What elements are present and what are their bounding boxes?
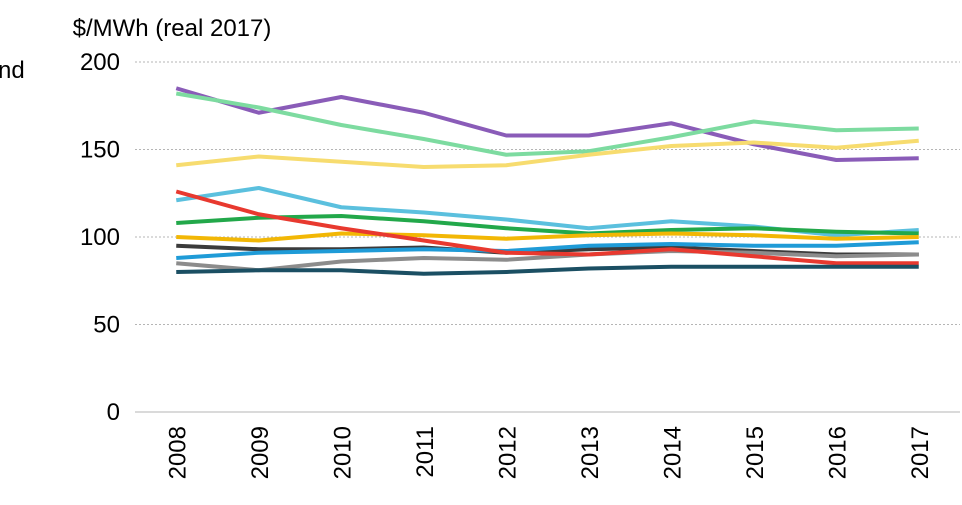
x-tick-label: 2017 xyxy=(907,426,934,479)
series-line xyxy=(176,214,919,236)
x-tick-label: 2013 xyxy=(577,426,604,479)
x-tick-label: 2014 xyxy=(659,426,686,479)
x-tick-label: 2011 xyxy=(412,426,439,478)
series-line xyxy=(175,186,919,238)
series-line xyxy=(176,231,919,243)
x-tick-label: 2012 xyxy=(494,426,521,479)
x-tick-label: 2015 xyxy=(742,426,769,479)
series-line xyxy=(175,189,919,266)
series-line xyxy=(175,91,919,157)
annotation: nd xyxy=(0,57,25,84)
series-line xyxy=(176,240,919,260)
x-tick-label: 2016 xyxy=(824,426,851,479)
y-tick-label: 150 xyxy=(80,137,120,164)
y-tick-label: 50 xyxy=(93,312,120,339)
series-line xyxy=(176,249,919,273)
series-line xyxy=(175,86,919,162)
y-tick-label: 0 xyxy=(107,399,120,426)
y-tick-label: 100 xyxy=(80,224,120,251)
x-tick-label: 2008 xyxy=(164,426,191,479)
x-tick-label: 2009 xyxy=(247,426,274,479)
y-axis-label: $/MWh (real 2017) xyxy=(73,15,272,42)
y-tick-label: 200 xyxy=(80,49,120,76)
series-line xyxy=(176,138,919,169)
series-line xyxy=(176,264,919,276)
x-tick-label: 2010 xyxy=(329,426,356,479)
